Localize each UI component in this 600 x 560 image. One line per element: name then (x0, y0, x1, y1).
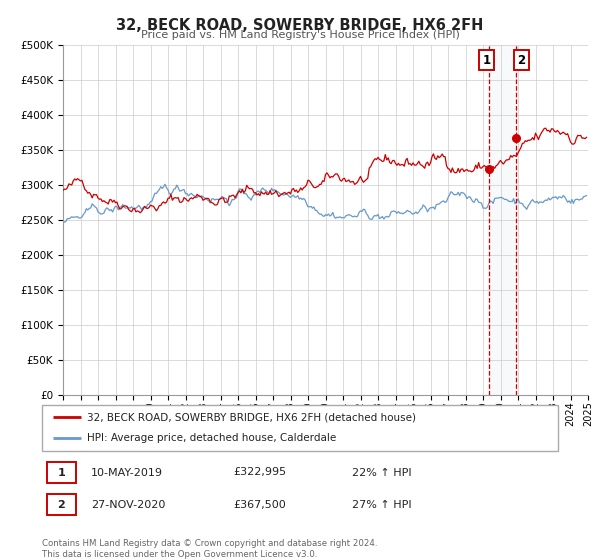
Text: Price paid vs. HM Land Registry's House Price Index (HPI): Price paid vs. HM Land Registry's House … (140, 30, 460, 40)
FancyBboxPatch shape (47, 494, 76, 515)
Text: 1: 1 (57, 468, 65, 478)
Text: Contains HM Land Registry data © Crown copyright and database right 2024.
This d: Contains HM Land Registry data © Crown c… (42, 539, 377, 559)
Text: 32, BECK ROAD, SOWERBY BRIDGE, HX6 2FH: 32, BECK ROAD, SOWERBY BRIDGE, HX6 2FH (116, 18, 484, 34)
Bar (489, 45, 517, 395)
FancyBboxPatch shape (47, 462, 76, 483)
Text: 2: 2 (57, 500, 65, 510)
Text: 27-NOV-2020: 27-NOV-2020 (91, 500, 166, 510)
Text: HPI: Average price, detached house, Calderdale: HPI: Average price, detached house, Cald… (88, 433, 337, 444)
Text: 32, BECK ROAD, SOWERBY BRIDGE, HX6 2FH (detached house): 32, BECK ROAD, SOWERBY BRIDGE, HX6 2FH (… (88, 412, 416, 422)
Text: £367,500: £367,500 (233, 500, 286, 510)
Text: £322,995: £322,995 (233, 468, 286, 478)
Text: 2: 2 (518, 54, 526, 67)
FancyBboxPatch shape (42, 405, 558, 451)
Text: 1: 1 (482, 54, 491, 67)
Text: 10-MAY-2019: 10-MAY-2019 (91, 468, 163, 478)
Text: 27% ↑ HPI: 27% ↑ HPI (352, 500, 411, 510)
Text: 22% ↑ HPI: 22% ↑ HPI (352, 468, 411, 478)
